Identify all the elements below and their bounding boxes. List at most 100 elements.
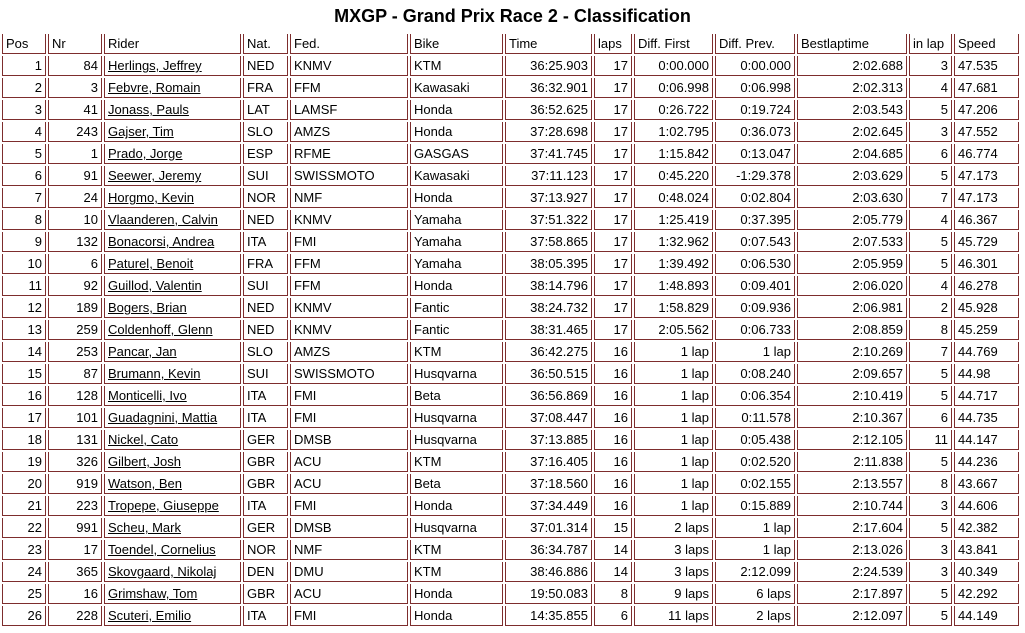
cell-pos: 26 bbox=[2, 606, 46, 626]
rider-link[interactable]: Gajser, Tim bbox=[108, 124, 174, 139]
cell-rider: Guillod, Valentin bbox=[104, 276, 241, 296]
cell-speed: 45.928 bbox=[954, 298, 1019, 318]
column-header-time: Time bbox=[505, 34, 592, 54]
cell-fed: FMI bbox=[290, 232, 408, 252]
cell-speed: 44.606 bbox=[954, 496, 1019, 516]
cell-diff_first: 1:15.842 bbox=[634, 144, 713, 164]
rider-link[interactable]: Gilbert, Josh bbox=[108, 454, 181, 469]
cell-time: 38:24.732 bbox=[505, 298, 592, 318]
rider-link[interactable]: Brumann, Kevin bbox=[108, 366, 201, 381]
cell-in_lap: 4 bbox=[909, 78, 952, 98]
rider-link[interactable]: Vlaanderen, Calvin bbox=[108, 212, 218, 227]
cell-nr: 16 bbox=[48, 584, 102, 604]
cell-nat: ITA bbox=[243, 496, 288, 516]
cell-nat: NOR bbox=[243, 188, 288, 208]
cell-rider: Grimshaw, Tom bbox=[104, 584, 241, 604]
cell-fed: DMSB bbox=[290, 518, 408, 538]
cell-bestlaptime: 2:03.543 bbox=[797, 100, 907, 120]
cell-pos: 22 bbox=[2, 518, 46, 538]
rider-link[interactable]: Watson, Ben bbox=[108, 476, 182, 491]
cell-fed: FMI bbox=[290, 606, 408, 626]
cell-diff_first: 0:45.220 bbox=[634, 166, 713, 186]
rider-link[interactable]: Grimshaw, Tom bbox=[108, 586, 198, 601]
page-title: MXGP - Grand Prix Race 2 - Classificatio… bbox=[334, 6, 691, 26]
rider-link[interactable]: Nickel, Cato bbox=[108, 432, 179, 447]
cell-laps: 17 bbox=[594, 298, 632, 318]
cell-nat: NED bbox=[243, 298, 288, 318]
cell-diff_first: 9 laps bbox=[634, 584, 713, 604]
cell-rider: Toendel, Cornelius bbox=[104, 540, 241, 560]
cell-bestlaptime: 2:13.557 bbox=[797, 474, 907, 494]
rider-link[interactable]: Herlings, Jeffrey bbox=[108, 58, 202, 73]
cell-bike: KTM bbox=[410, 540, 503, 560]
cell-nr: 365 bbox=[48, 562, 102, 582]
rider-link[interactable]: Febvre, Romain bbox=[108, 80, 201, 95]
column-header-nat: Nat. bbox=[243, 34, 288, 54]
cell-rider: Scuteri, Emilio bbox=[104, 606, 241, 626]
cell-diff_first: 1 lap bbox=[634, 496, 713, 516]
table-row: 20 919 Watson, Ben GBR ACU Beta 37:18.560 16 1 l… bbox=[2, 474, 1019, 494]
rider-link[interactable]: Tropepe, Giuseppe bbox=[108, 498, 219, 513]
rider-link[interactable]: Bonacorsi, Andrea bbox=[108, 234, 215, 249]
rider-link[interactable]: Paturel, Benoit bbox=[108, 256, 194, 271]
table-row: 15 87 Brumann, Kevin SUI SWISSMOTO Husqvarna 3… bbox=[2, 364, 1019, 384]
cell-speed: 47.681 bbox=[954, 78, 1019, 98]
table-row: 14 253 Pancar, Jan SLO AMZS KTM 36:42.275 16 1 l… bbox=[2, 342, 1019, 362]
cell-in_lap: 5 bbox=[909, 364, 952, 384]
cell-diff_prev: 0:19.724 bbox=[715, 100, 795, 120]
cell-bestlaptime: 2:02.645 bbox=[797, 122, 907, 142]
cell-nr: 3 bbox=[48, 78, 102, 98]
cell-fed: DMU bbox=[290, 562, 408, 582]
cell-diff_prev: 0:13.047 bbox=[715, 144, 795, 164]
rider-link[interactable]: Jonass, Pauls bbox=[108, 102, 189, 117]
cell-nr: 1 bbox=[48, 144, 102, 164]
column-header-in_lap: in lap bbox=[909, 34, 952, 54]
cell-time: 37:41.745 bbox=[505, 144, 592, 164]
cell-bike: Husqvarna bbox=[410, 364, 503, 384]
rider-link[interactable]: Toendel, Cornelius bbox=[108, 542, 216, 557]
cell-laps: 17 bbox=[594, 188, 632, 208]
rider-link[interactable]: Horgmo, Kevin bbox=[108, 190, 194, 205]
cell-pos: 11 bbox=[2, 276, 46, 296]
cell-pos: 20 bbox=[2, 474, 46, 494]
rider-link[interactable]: Seewer, Jeremy bbox=[108, 168, 202, 183]
rider-link[interactable]: Scuteri, Emilio bbox=[108, 608, 192, 623]
cell-laps: 16 bbox=[594, 386, 632, 406]
rider-link[interactable]: Prado, Jorge bbox=[108, 146, 183, 161]
cell-nat: ESP bbox=[243, 144, 288, 164]
table-row: 10 6 Paturel, Benoit FRA FFM Yamaha 38:05.395 1… bbox=[2, 254, 1019, 274]
table-row: 5 1 Prado, Jorge ESP RFME GASGAS 37:41.745 17 1:… bbox=[2, 144, 1019, 164]
rider-link[interactable]: Bogers, Brian bbox=[108, 300, 187, 315]
cell-bike: Yamaha bbox=[410, 232, 503, 252]
table-row: 25 16 Grimshaw, Tom GBR ACU Honda 19:50.083 8 9 … bbox=[2, 584, 1019, 604]
rider-link[interactable]: Guillod, Valentin bbox=[108, 278, 202, 293]
cell-diff_prev: 1 lap bbox=[715, 518, 795, 538]
cell-laps: 16 bbox=[594, 452, 632, 472]
rider-link[interactable]: Pancar, Jan bbox=[108, 344, 177, 359]
cell-diff_first: 1:58.829 bbox=[634, 298, 713, 318]
cell-pos: 8 bbox=[2, 210, 46, 230]
cell-laps: 17 bbox=[594, 122, 632, 142]
cell-speed: 47.552 bbox=[954, 122, 1019, 142]
cell-bestlaptime: 2:03.630 bbox=[797, 188, 907, 208]
rider-link[interactable]: Skovgaard, Nikolaj bbox=[108, 564, 217, 579]
cell-bike: Husqvarna bbox=[410, 430, 503, 450]
rider-link[interactable]: Guadagnini, Mattia bbox=[108, 410, 218, 425]
cell-in_lap: 5 bbox=[909, 518, 952, 538]
cell-laps: 17 bbox=[594, 232, 632, 252]
rider-link[interactable]: Monticelli, Ivo bbox=[108, 388, 187, 403]
cell-speed: 46.278 bbox=[954, 276, 1019, 296]
cell-rider: Bogers, Brian bbox=[104, 298, 241, 318]
cell-bestlaptime: 2:07.533 bbox=[797, 232, 907, 252]
cell-diff_first: 1:48.893 bbox=[634, 276, 713, 296]
rider-link[interactable]: Scheu, Mark bbox=[108, 520, 181, 535]
cell-pos: 12 bbox=[2, 298, 46, 318]
cell-rider: Brumann, Kevin bbox=[104, 364, 241, 384]
cell-nr: 101 bbox=[48, 408, 102, 428]
cell-speed: 44.717 bbox=[954, 386, 1019, 406]
rider-link[interactable]: Coldenhoff, Glenn bbox=[108, 322, 213, 337]
cell-rider: Gilbert, Josh bbox=[104, 452, 241, 472]
cell-speed: 44.236 bbox=[954, 452, 1019, 472]
cell-in_lap: 3 bbox=[909, 496, 952, 516]
cell-bike: KTM bbox=[410, 452, 503, 472]
